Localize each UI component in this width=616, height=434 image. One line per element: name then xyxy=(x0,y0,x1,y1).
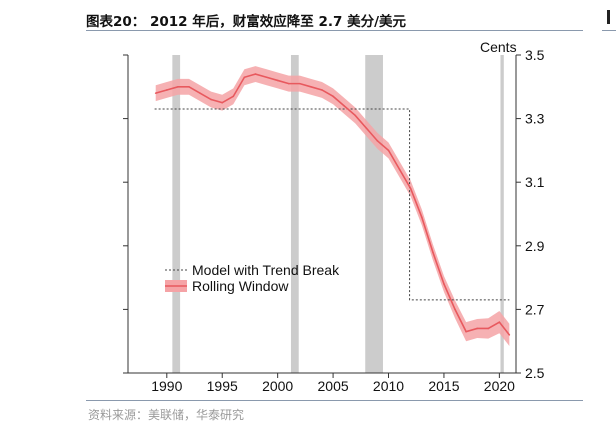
recession-bar-1 xyxy=(290,55,299,373)
rolling-window-point xyxy=(199,92,201,94)
rolling-window-point xyxy=(287,82,290,85)
rolling-window-point xyxy=(498,321,501,323)
rolling-window-point xyxy=(365,127,368,129)
rolling-window-point xyxy=(265,76,268,79)
x-tick-label-2005: 2005 xyxy=(318,378,349,394)
rolling-window-point xyxy=(310,86,312,88)
rolling-window-point xyxy=(299,82,301,85)
y-tick-label-3.3: 3.3 xyxy=(525,111,545,127)
rolling-window-point xyxy=(398,168,401,171)
recession-bar-0 xyxy=(172,55,181,373)
recession-bar-2 xyxy=(365,55,383,373)
x-tick-label-1990: 1990 xyxy=(151,378,182,394)
axes-group: 1990 1995 2000 2005 2010 2015 2020 2.5 2.7 2.9 3.1… xyxy=(123,47,545,394)
rolling-window-point xyxy=(454,308,456,311)
rolling-window-point xyxy=(321,89,323,91)
rolling-window-line xyxy=(155,73,510,336)
chart-title: 图表20： 2012 年后，财富效应降至 2.7 美分/美元 xyxy=(86,14,407,30)
rolling-window-point xyxy=(354,114,357,117)
rolling-window-point xyxy=(166,89,168,91)
confidence-band-group xyxy=(155,66,510,346)
rolling-window-point xyxy=(243,76,246,79)
x-tick-label-2000: 2000 xyxy=(262,378,293,394)
source-note: 资料来源：美联储，华泰研究 xyxy=(88,408,245,422)
rolling-window-point xyxy=(432,251,434,253)
y-tick-label-2.9: 2.9 xyxy=(525,238,545,254)
y-tick-label-3.5: 3.5 xyxy=(525,47,545,63)
bottom-divider xyxy=(86,400,583,401)
rolling-window-point xyxy=(465,330,467,333)
rolling-window-confidence-band xyxy=(155,66,510,346)
rolling-window-point xyxy=(409,187,412,190)
recession-bar-3 xyxy=(500,55,504,373)
rolling-window-point xyxy=(232,95,235,98)
adjacent-panel-edge xyxy=(607,10,610,24)
adjacent-panel-divider xyxy=(602,30,616,31)
y-tick-label-3.1: 3.1 xyxy=(525,174,545,190)
rolling-window-point xyxy=(221,101,224,104)
rolling-window-point xyxy=(254,73,257,75)
legend-label-rolling-window: Rolling Window xyxy=(192,278,289,294)
rolling-window-point xyxy=(343,105,345,107)
x-tick-label-2020: 2020 xyxy=(484,378,515,394)
series-lines-group xyxy=(154,73,511,336)
rolling-window-point xyxy=(508,334,511,336)
rolling-window-point xyxy=(476,327,479,330)
top-divider xyxy=(86,30,583,31)
x-tick-label-1995: 1995 xyxy=(207,378,238,394)
legend-label-trend-break: Model with Trend Break xyxy=(192,262,340,278)
y-tick-label-2.7: 2.7 xyxy=(525,301,545,317)
rolling-window-point xyxy=(177,86,179,88)
y-axis-unit-label: Cents xyxy=(480,39,517,55)
x-tick-label-2015: 2015 xyxy=(428,378,459,394)
rolling-window-point xyxy=(387,149,390,152)
y-tick-label-2.5: 2.5 xyxy=(525,365,545,381)
rolling-window-point xyxy=(188,86,190,88)
legend: Model with Trend Break Rolling Window xyxy=(165,262,340,294)
rolling-window-point xyxy=(376,140,379,142)
rolling-window-point xyxy=(443,283,445,285)
x-tick-label-2010: 2010 xyxy=(373,378,404,394)
rolling-window-point xyxy=(420,216,423,218)
rolling-window-point xyxy=(487,327,490,330)
rolling-window-point xyxy=(210,98,212,101)
rolling-window-point xyxy=(276,79,279,82)
rolling-window-point xyxy=(332,95,334,98)
rolling-window-point xyxy=(154,92,157,94)
